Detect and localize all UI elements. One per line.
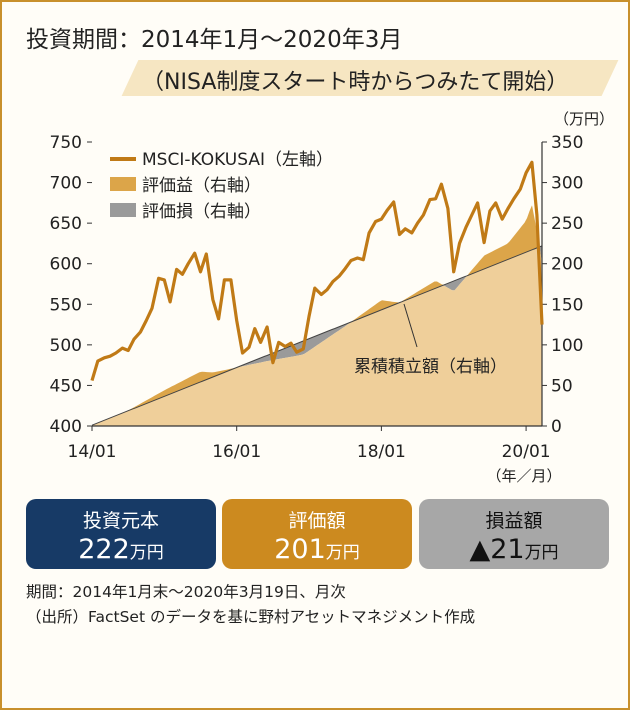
period-note: 期間：2014年1月末～2020年3月19日、月次 xyxy=(26,583,346,601)
invest-value-line: 222万円 xyxy=(26,534,216,565)
chart-area: 7507006506005505004504003503002502001501… xyxy=(50,110,614,485)
left-tick-label: 500 xyxy=(50,336,82,356)
left-tick-label: 700 xyxy=(50,174,82,194)
source-note: （出所）FactSet のデータを基に野村アセットマネジメント作成 xyxy=(26,608,476,626)
x-tick-label: 14/01 xyxy=(68,442,117,462)
pl-unit: 万円 xyxy=(524,543,559,563)
nisa-subtitle: （NISA制度スタート時からつみたて開始） xyxy=(121,60,619,96)
left-tick-label: 750 xyxy=(50,133,82,153)
x-axis-unit: （年／月） xyxy=(486,467,561,485)
legend-label: MSCI-KOKUSAI（左軸） xyxy=(142,150,333,170)
invest-label: 投資元本 xyxy=(82,510,159,532)
subtitle-text: （NISA制度スタート時からつみたて開始） xyxy=(142,70,569,95)
invest-value: 222 xyxy=(78,534,130,565)
right-axis-unit: （万円） xyxy=(554,110,614,128)
right-tick-label: 250 xyxy=(551,214,583,234)
pl-value-line: ▲21万円 xyxy=(419,534,609,565)
right-tick-label: 350 xyxy=(551,133,583,153)
x-tick-label: 20/01 xyxy=(502,442,551,462)
summary-box-value: 評価額 201万円 xyxy=(222,499,412,569)
right-tick-label: 100 xyxy=(551,336,583,356)
x-tick-label: 16/01 xyxy=(212,442,261,462)
left-tick-label: 400 xyxy=(50,417,82,437)
left-tick-label: 550 xyxy=(50,295,82,315)
value-value: 201 xyxy=(274,534,326,565)
value-value-line: 201万円 xyxy=(222,534,412,565)
invest-unit: 万円 xyxy=(129,543,164,563)
summary-box-pl: 損益額 ▲21万円 xyxy=(419,499,609,569)
msci-kokusai-line xyxy=(90,160,544,382)
legend-swatch-loss xyxy=(110,203,136,217)
pl-label: 損益額 xyxy=(485,510,543,532)
legend-swatch-gain xyxy=(110,177,136,191)
value-label: 評価額 xyxy=(288,510,346,532)
investment-period-title: 投資期間：2014年1月～2020年3月 xyxy=(26,27,403,53)
left-tick-label: 450 xyxy=(50,376,82,396)
right-tick-label: 300 xyxy=(551,174,583,194)
legend-label: 評価益（右軸） xyxy=(142,176,261,196)
annotation-leader xyxy=(403,303,418,348)
right-tick-label: 200 xyxy=(551,255,583,275)
left-tick-label: 650 xyxy=(50,214,82,234)
legend-label: 評価損（右軸） xyxy=(142,202,261,222)
right-tick-label: 150 xyxy=(551,295,583,315)
contribution-area xyxy=(92,247,542,426)
left-tick-label: 600 xyxy=(50,255,82,275)
right-tick-label: 50 xyxy=(551,376,573,396)
x-tick-label: 18/01 xyxy=(357,442,406,462)
value-unit: 万円 xyxy=(325,543,360,563)
summary-box-invest: 投資元本 222万円 xyxy=(26,499,216,569)
contribution-line xyxy=(91,245,543,426)
right-tick-label: 0 xyxy=(551,417,562,437)
contribution-annotation: 累積積立額（右軸） xyxy=(354,357,507,377)
pl-value: ▲21 xyxy=(469,534,525,565)
